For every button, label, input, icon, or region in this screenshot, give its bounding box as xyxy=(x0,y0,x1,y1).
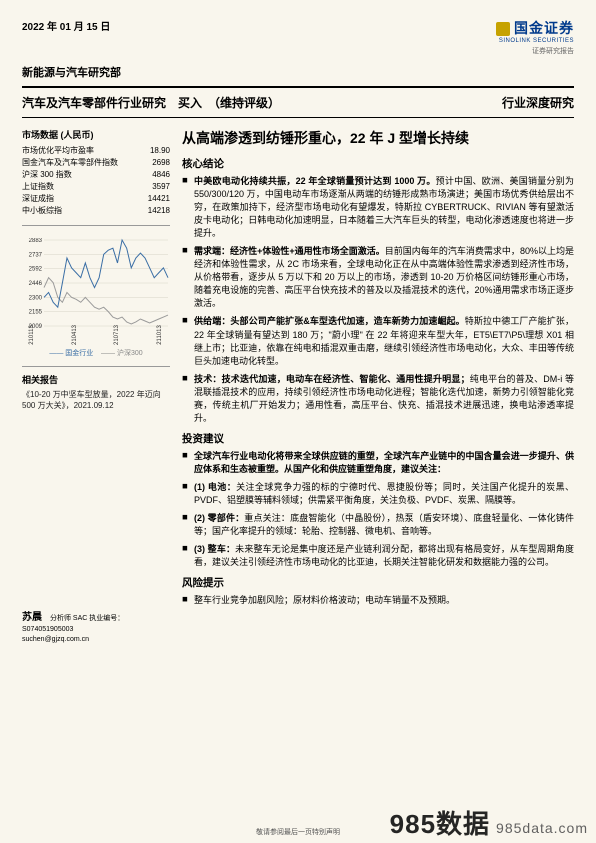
logo-cn-text: 国金证券 xyxy=(514,20,574,36)
mkt-k: 深证成指 xyxy=(22,193,54,205)
svg-text:2155: 2155 xyxy=(29,310,43,316)
sector-title: 汽车及汽车零部件行业研究 买入 （维持评级） xyxy=(22,94,280,111)
mkt-v: 2698 xyxy=(152,157,170,169)
mkt-k: 国金汽车及汽车零部件指数 xyxy=(22,157,118,169)
mkt-v: 3597 xyxy=(152,181,170,193)
page-root: 2022 年 01 月 15 日 国金证券 SINOLINK SECURITIE… xyxy=(0,0,596,645)
list-item: 供给端：头部公司产能扩张&车型迭代加速，造车新势力加速崛起。特斯拉中德工厂产能扩… xyxy=(182,315,574,367)
sidebar: 市场数据 (人民币) 市场优化平均市盈率 18.90 国金汽车及汽车零部件指数 26… xyxy=(22,128,170,645)
logo-icon xyxy=(496,22,510,36)
divider-heavy xyxy=(22,86,574,88)
logo-cn: 国金证券 xyxy=(496,18,574,38)
svg-text:2446: 2446 xyxy=(29,281,43,287)
title-row: 汽车及汽车零部件行业研究 买入 （维持评级） 行业深度研究 xyxy=(22,94,574,111)
header-row: 2022 年 01 月 15 日 国金证券 SINOLINK SECURITIE… xyxy=(22,18,574,56)
bullet-body: 未来整车无论是集中度还是产业链利润分配，都将出现有格局变好，从车型周期角度看，建… xyxy=(194,544,574,567)
svg-text:2592: 2592 xyxy=(29,267,43,273)
bullet-list: 整车行业竞争加剧风险；原材料价格波动；电动车销量不及预期。 xyxy=(182,594,574,607)
report-date: 2022 年 01 月 15 日 xyxy=(22,18,110,33)
legend-b-text: 沪深300 xyxy=(117,350,143,357)
headline: 从高端渗透到纺锤形重心，22 年 J 型增长持续 xyxy=(182,128,574,148)
bullet-body: 重点关注：底盘智能化（中晶股份），热泵（盾安环境）、底盘轻量化、一体化铸件等；国… xyxy=(194,513,574,536)
list-item: (2) 零部件：重点关注：底盘智能化（中晶股份），热泵（盾安环境）、底盘轻量化、… xyxy=(182,512,574,538)
mkt-k: 市场优化平均市盈率 xyxy=(22,145,94,157)
bullet-body: 关注全球竞争力强的标的宁德时代、恩捷股份等；同时，关注国产化提升的炭黑、PVDF… xyxy=(194,482,574,505)
bullet-lead: 全球汽车行业电动化将带来全球供应链的重塑，全球汽车产业链中的中国含量会进一步提升… xyxy=(194,451,574,474)
related-report-item: 《10-20 万中坚车型放量，2022 年迈向 500 万大关》，2021.09… xyxy=(22,389,170,411)
divider-thin xyxy=(22,117,574,118)
list-item: (1) 电池：关注全球竞争力强的标的宁德时代、恩捷股份等；同时，关注国产化提升的… xyxy=(182,481,574,507)
analyst-name: 苏晨 xyxy=(22,611,42,625)
list-item: 中美欧电动化持续共振，22 年全球销量预计达到 1000 万。预计中国、欧洲、美… xyxy=(182,175,574,240)
analyst-email: suchen@gjzq.com.cn xyxy=(22,636,89,643)
mkt-v: 18.90 xyxy=(150,145,170,157)
bullet-lead: 需求端：经济性+体验性+通用性市场全面激活。 xyxy=(194,246,385,256)
brand-logo: 国金证券 SINOLINK SECURITIES 证券研究报告 xyxy=(496,18,574,56)
bullet-list: 中美欧电动化持续共振，22 年全球销量预计达到 1000 万。预计中国、欧洲、美… xyxy=(182,175,574,425)
related-reports-header: 相关报告 xyxy=(22,373,170,386)
watermark-url: 985data.com xyxy=(496,820,588,836)
bullet-body: 整车行业竞争加剧风险；原材料价格波动；电动车销量不及预期。 xyxy=(194,595,455,605)
mkt-v: 14218 xyxy=(148,205,170,217)
mkt-v: 4846 xyxy=(152,169,170,181)
two-column-layout: 市场数据 (人民币) 市场优化平均市盈率 18.90 国金汽车及汽车零部件指数 26… xyxy=(22,128,574,645)
bullet-lead: (1) 电池： xyxy=(194,482,236,492)
mkt-k: 中小板综指 xyxy=(22,205,62,217)
main-content: 从高端渗透到纺锤形重心，22 年 J 型增长持续 核心结论 中美欧电动化持续共振… xyxy=(182,128,574,645)
department: 新能源与汽车研究部 xyxy=(22,64,574,80)
xlabel: 210713 xyxy=(114,325,120,345)
index-chart: 2009215523002446259227372883 xyxy=(22,238,170,328)
mkt-k: 沪深 300 指数 xyxy=(22,169,72,181)
list-item: (3) 整车：未来整车无论是集中度还是产业链利润分配，都将出现有格局变好，从车型… xyxy=(182,543,574,569)
section-core-conclusions: 核心结论 xyxy=(182,156,574,171)
sidebar-divider xyxy=(22,225,170,226)
xlabel: 210113 xyxy=(29,325,35,345)
list-item: 需求端：经济性+体验性+通用性市场全面激活。目前国内每年的汽车消费需求中，80%… xyxy=(182,245,574,310)
table-row: 国金汽车及汽车零部件指数 2698 xyxy=(22,157,170,169)
bullet-lead: 中美欧电动化持续共振，22 年全球销量预计达到 1000 万。 xyxy=(194,176,436,186)
svg-text:2300: 2300 xyxy=(29,295,43,301)
legend-b: —— 沪深300 xyxy=(101,350,143,357)
list-item: 全球汽车行业电动化将带来全球供应链的重塑，全球汽车产业链中的中国含量会进一步提升… xyxy=(182,450,574,476)
table-row: 上证指数 3597 xyxy=(22,181,170,193)
watermark-main: 985数据 xyxy=(390,809,490,839)
bullet-list: 全球汽车行业电动化将带来全球供应链的重塑，全球汽车产业链中的中国含量会进一步提升… xyxy=(182,450,574,569)
bullet-lead: 技术：技术迭代加速，电动车在经济性、智能化、通用性提升明显； xyxy=(194,374,470,384)
chart-legend: —— 国金行业 —— 沪深300 xyxy=(22,348,170,358)
xlabel: 211013 xyxy=(157,325,163,345)
market-table: 市场优化平均市盈率 18.90 国金汽车及汽车零部件指数 2698 沪深 300 指… xyxy=(22,145,170,217)
table-row: 中小板综指 14218 xyxy=(22,205,170,217)
watermark: 985数据 985data.com xyxy=(390,804,588,841)
legend-a: —— 国金行业 xyxy=(49,350,93,357)
bullet-lead: (3) 整车： xyxy=(194,544,235,554)
bullet-lead: (2) 零部件： xyxy=(194,513,244,523)
table-row: 沪深 300 指数 4846 xyxy=(22,169,170,181)
section-risk: 风险提示 xyxy=(182,575,574,590)
mkt-k: 上证指数 xyxy=(22,181,54,193)
analyst-block: 苏晨 分析师 SAC 执业编号：S074051905003 suchen@gjz… xyxy=(22,611,170,645)
logo-en: SINOLINK SECURITIES xyxy=(496,38,574,44)
list-item: 技术：技术迭代加速，电动车在经济性、智能化、通用性提升明显；纯电平台的普及、DM… xyxy=(182,373,574,425)
market-data-header: 市场数据 (人民币) xyxy=(22,128,170,141)
doc-type: 行业深度研究 xyxy=(502,94,574,111)
table-row: 深证成指 14421 xyxy=(22,193,170,205)
mkt-v: 14421 xyxy=(148,193,170,205)
svg-text:2737: 2737 xyxy=(29,252,43,258)
table-row: 市场优化平均市盈率 18.90 xyxy=(22,145,170,157)
logo-tag: 证券研究报告 xyxy=(496,46,574,56)
chart-xlabels: 210113 210413 210713 211013 xyxy=(22,332,170,338)
legend-a-text: 国金行业 xyxy=(65,350,93,357)
xlabel: 210413 xyxy=(72,325,78,345)
svg-text:2883: 2883 xyxy=(29,238,43,244)
sidebar-divider xyxy=(22,366,170,367)
list-item: 整车行业竞争加剧风险；原材料价格波动；电动车销量不及预期。 xyxy=(182,594,574,607)
bullet-lead: 供给端：头部公司产能扩张&车型迭代加速，造车新势力加速崛起。 xyxy=(194,316,465,326)
section-investment: 投资建议 xyxy=(182,431,574,446)
